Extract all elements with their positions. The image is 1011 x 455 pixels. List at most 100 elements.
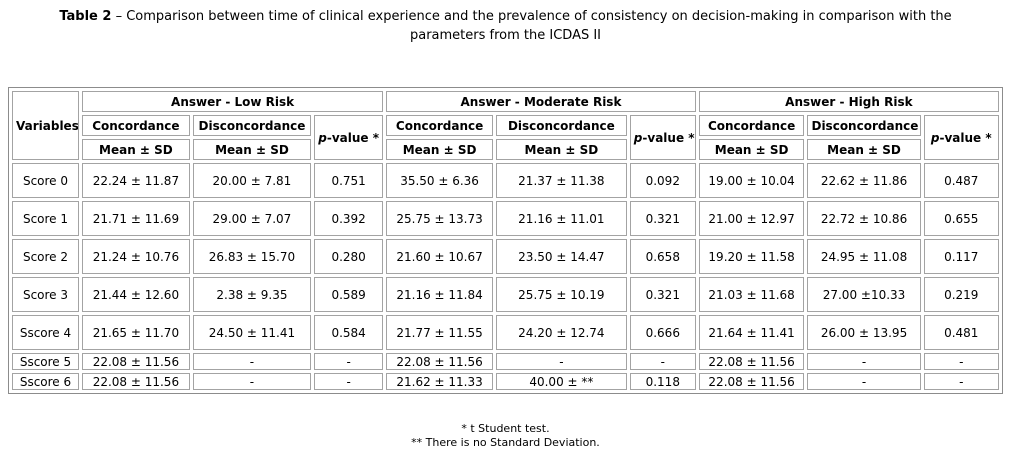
concordance-header: Concordance bbox=[386, 115, 493, 136]
p-value-header-rest: -value * bbox=[939, 130, 992, 145]
p-value-header: p-value * bbox=[629, 115, 696, 160]
table-cell: 21.64 ± 11.41 bbox=[698, 315, 805, 350]
table-cell: 0.655 bbox=[923, 201, 999, 236]
table-cell: 0.280 bbox=[314, 239, 384, 274]
footnote-no-sd: ** There is no Standard Deviation. bbox=[411, 436, 600, 449]
table-caption-text: – Comparison between time of clinical ex… bbox=[115, 9, 952, 43]
table-cell: 22.24 ± 11.87 bbox=[81, 163, 190, 198]
p-value-header-rest: -value * bbox=[642, 130, 695, 145]
table-cell: 21.37 ± 11.38 bbox=[495, 163, 627, 198]
table-cell: - bbox=[629, 353, 696, 370]
p-value-header: p-value * bbox=[923, 115, 999, 160]
mean-sd-header: Mean ± SD bbox=[192, 139, 312, 160]
table-cell: 0.392 bbox=[314, 201, 384, 236]
table-cell: - bbox=[923, 373, 999, 390]
table-cell: 0.589 bbox=[314, 277, 384, 312]
table-cell: - bbox=[192, 353, 312, 370]
table-cell: 2.38 ± 9.35 bbox=[192, 277, 312, 312]
table-cell: 21.60 ± 10.67 bbox=[386, 239, 493, 274]
table-cell: 21.16 ± 11.01 bbox=[495, 201, 627, 236]
footnotes: * t Student test. ** There is no Standar… bbox=[0, 422, 1011, 450]
table-row: Score 1 21.71 ± 11.69 29.00 ± 7.07 0.392 25.… bbox=[12, 201, 999, 236]
disconcordance-header: Disconcordance bbox=[807, 115, 921, 136]
footnote-t-student: * t Student test. bbox=[461, 422, 550, 435]
table-caption: Table 2 – Comparison between time of cli… bbox=[0, 0, 1011, 45]
table-cell: 20.00 ± 7.81 bbox=[192, 163, 312, 198]
mean-sd-header: Mean ± SD bbox=[495, 139, 627, 160]
table-cell: 22.08 ± 11.56 bbox=[386, 353, 493, 370]
table-cell: 0.118 bbox=[629, 373, 696, 390]
table-cell: 0.321 bbox=[629, 277, 696, 312]
table-cell: 27.00 ±10.33 bbox=[807, 277, 921, 312]
variable-cell: Sscore 5 bbox=[12, 353, 79, 370]
header-row-mean-sd: Mean ± SD Mean ± SD Mean ± SD Mean ± SD … bbox=[12, 139, 999, 160]
table-cell: - bbox=[314, 373, 384, 390]
table-cell: 24.95 ± 11.08 bbox=[807, 239, 921, 274]
table-cell: 0.584 bbox=[314, 315, 384, 350]
table-cell: 22.62 ± 11.86 bbox=[807, 163, 921, 198]
table-cell: - bbox=[807, 353, 921, 370]
table-cell: 0.219 bbox=[923, 277, 999, 312]
p-value-header-p: p bbox=[930, 130, 940, 145]
table-row: Sscore 5 22.08 ± 11.56- -22.08 ± 11.56- -22… bbox=[12, 353, 999, 370]
table-cell: 21.44 ± 12.60 bbox=[81, 277, 190, 312]
table-row: Sscore 6 22.08 ± 11.56- -21.62 ± 11.33 40.0… bbox=[12, 373, 999, 390]
table-cell: 0.321 bbox=[629, 201, 696, 236]
variables-header-cell: Variables bbox=[12, 91, 79, 160]
table-cell: 21.16 ± 11.84 bbox=[386, 277, 493, 312]
variable-cell: Score 1 bbox=[12, 201, 79, 236]
table-cell: 22.08 ± 11.56 bbox=[81, 353, 190, 370]
table-cell: - bbox=[923, 353, 999, 370]
table-cell: 22.08 ± 11.56 bbox=[81, 373, 190, 390]
table-cell: 22.08 ± 11.56 bbox=[698, 373, 805, 390]
table-cell: 26.83 ± 15.70 bbox=[192, 239, 312, 274]
table-cell: 0.751 bbox=[314, 163, 384, 198]
p-value-header-p: p bbox=[318, 130, 327, 145]
table-header: Variables Answer - Low Risk Answer - Mod… bbox=[12, 91, 999, 160]
concordance-header: Concordance bbox=[81, 115, 190, 136]
table-row: Score 0 22.24 ± 11.87 20.00 ± 7.81 0.751 35.… bbox=[12, 163, 999, 198]
table-cell: - bbox=[495, 353, 627, 370]
mean-sd-header: Mean ± SD bbox=[807, 139, 921, 160]
table-cell: - bbox=[192, 373, 312, 390]
table-cell: 29.00 ± 7.07 bbox=[192, 201, 312, 236]
variable-cell: Sscore 6 bbox=[12, 373, 79, 390]
table-cell: 0.092 bbox=[629, 163, 696, 198]
table-row: Sscore 4 21.65 ± 11.70 24.50 ± 11.41 0.584 2… bbox=[12, 315, 999, 350]
group-header-low-risk: Answer - Low Risk bbox=[81, 91, 384, 112]
results-table: Variables Answer - Low Risk Answer - Mod… bbox=[8, 87, 1003, 394]
variable-cell: Score 0 bbox=[12, 163, 79, 198]
mean-sd-header: Mean ± SD bbox=[81, 139, 190, 160]
table-cell: 25.75 ± 13.73 bbox=[386, 201, 493, 236]
table-cell: 19.00 ± 10.04 bbox=[698, 163, 805, 198]
disconcordance-header: Disconcordance bbox=[495, 115, 627, 136]
table-cell: 19.20 ± 11.58 bbox=[698, 239, 805, 274]
mean-sd-header: Mean ± SD bbox=[386, 139, 493, 160]
table-row: Score 3 21.44 ± 12.60 2.38 ± 9.35 0.589 21.1… bbox=[12, 277, 999, 312]
p-value-header: p-value * bbox=[314, 115, 384, 160]
table-cell: 22.72 ± 10.86 bbox=[807, 201, 921, 236]
variable-cell: Score 3 bbox=[12, 277, 79, 312]
table-cell: 40.00 ± ** bbox=[495, 373, 627, 390]
table-cell: 21.00 ± 12.97 bbox=[698, 201, 805, 236]
table-cell: 21.24 ± 10.76 bbox=[81, 239, 190, 274]
p-value-header-rest: -value * bbox=[326, 130, 379, 145]
table-cell: 0.481 bbox=[923, 315, 999, 350]
header-row-groups: Variables Answer - Low Risk Answer - Mod… bbox=[12, 91, 999, 160]
table-row: Score 2 21.24 ± 10.76 26.83 ± 15.70 0.280 21… bbox=[12, 239, 999, 274]
table-cell: 0.117 bbox=[923, 239, 999, 274]
table-cell: 21.77 ± 11.55 bbox=[386, 315, 493, 350]
table-cell: 24.20 ± 12.74 bbox=[495, 315, 627, 350]
group-header-moderate-risk: Answer - Moderate Risk bbox=[386, 91, 696, 112]
disconcordance-header: Disconcordance bbox=[192, 115, 312, 136]
table-cell: 26.00 ± 13.95 bbox=[807, 315, 921, 350]
table-cell: - bbox=[314, 353, 384, 370]
table-body: Score 0 22.24 ± 11.87 20.00 ± 7.81 0.751 35.… bbox=[12, 163, 999, 390]
table-cell: 21.03 ± 11.68 bbox=[698, 277, 805, 312]
table-cell: 21.71 ± 11.69 bbox=[81, 201, 190, 236]
table-cell: 22.08 ± 11.56 bbox=[698, 353, 805, 370]
table-cell: 24.50 ± 11.41 bbox=[192, 315, 312, 350]
table-cell: 21.65 ± 11.70 bbox=[81, 315, 190, 350]
table-cell: 25.75 ± 10.19 bbox=[495, 277, 627, 312]
